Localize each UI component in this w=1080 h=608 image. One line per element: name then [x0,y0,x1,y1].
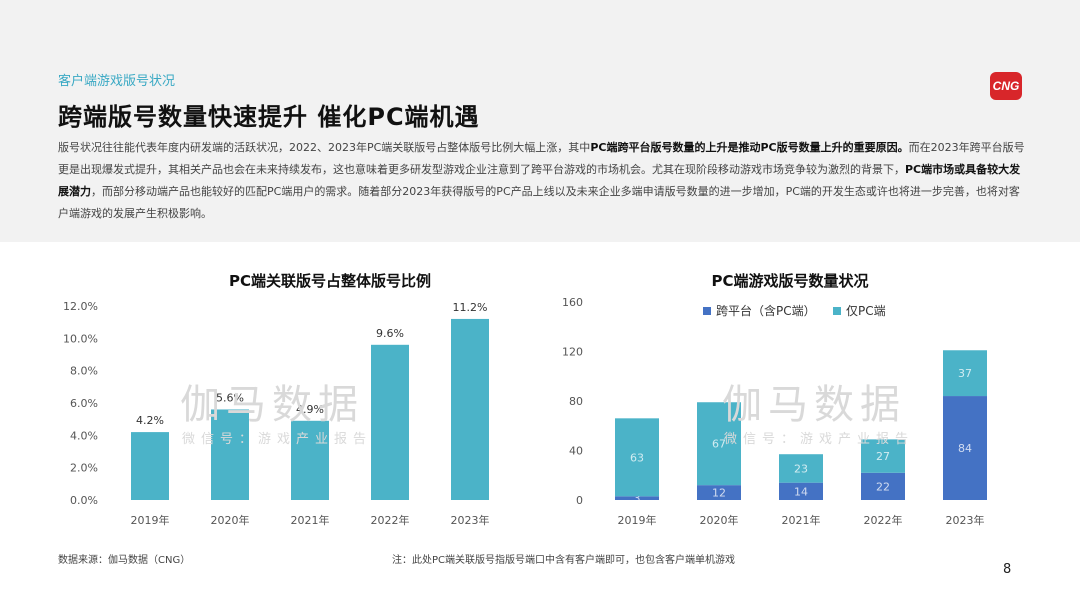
segment-label: 27 [876,450,890,463]
segment-label: 84 [958,442,972,455]
y-tick-label: 0 [576,494,583,507]
data-label: 4.9% [296,403,324,416]
cross-platform-segment [697,485,741,500]
cng-logo: CNG [990,72,1022,100]
x-tick-label: 2021年 [291,513,330,527]
cross-platform-segment [943,396,987,500]
data-label: 4.2% [136,414,164,427]
ratio-bar [371,344,409,500]
paragraph-text: 而在2023年跨平台版号更是出现爆发式提升，其相关产品也会在未来持续发布，这也意… [58,141,1025,176]
paragraph-text: 版号状况往往能代表年度内研发端的活跃状况，2022、2023年PC端关联版号占整… [58,141,591,154]
segment-label: 14 [794,485,808,498]
x-tick-label: 2019年 [618,513,657,527]
y-tick-label: 4.0% [70,429,98,442]
footnote: 注：此处PC端关联版号指版号端口中含有客户端即可，也包含客户端单机游戏 [392,555,736,566]
segment-label: 12 [712,487,726,500]
segment-label: 22 [876,480,890,493]
data-label: 9.6% [376,327,404,340]
segment-label: 67 [712,438,726,451]
ratio-bar [291,420,329,500]
legend-label: 跨平台（含PC端） [716,304,816,318]
x-tick-label: 2022年 [864,513,903,527]
y-tick-label: 10.0% [63,332,98,345]
legend-swatch-blue [703,306,711,315]
y-tick-label: 160 [562,296,583,309]
data-label: 5.6% [216,391,244,404]
y-tick-label: 40 [569,445,583,458]
pc-only-segment [943,350,987,397]
legend-swatch-teal [833,306,841,315]
y-tick-label: 12.0% [63,300,98,313]
cross-platform-segment [779,482,823,500]
page-title: 跨端版号数量快速提升 催化PC端机遇 [58,103,480,131]
paragraph-emphasis: PC端市场或具备较大发展潜力 [58,163,1021,198]
segment-label: 23 [794,462,808,475]
y-tick-label: 2.0% [70,462,98,475]
section-subtitle: 客户端游戏版号状况 [58,74,176,89]
x-tick-label: 2022年 [371,513,410,527]
paragraph-emphasis: PC端跨平台版号数量的上升是推动PC版号数量上升的重要原因。 [590,141,909,154]
segment-label: 37 [958,367,972,380]
header-panel [0,0,1080,242]
ratio-bar [211,409,249,500]
cross-platform-segment [861,472,905,500]
legend-item-cross-platform: 跨平台（含PC端） [703,302,816,319]
y-tick-label: 120 [562,346,583,359]
pc-only-segment [779,454,823,483]
chart-title-ratio: PC端关联版号占整体版号比例 [228,272,431,290]
data-label: 11.2% [453,301,488,314]
x-tick-label: 2021年 [782,513,821,527]
y-tick-label: 6.0% [70,397,98,410]
pc-only-segment [697,402,741,486]
chart-title-count: PC端游戏版号数量状况 [711,272,869,290]
y-tick-label: 0.0% [70,494,98,507]
legend-item-pc-only: 仅PC端 [833,302,886,319]
page-number: 8 [1003,562,1012,577]
segment-label: 63 [630,451,644,464]
summary-paragraph: 版号状况往往能代表年度内研发端的活跃状况，2022、2023年PC端关联版号占整… [58,137,1030,225]
pc-only-segment [615,418,659,497]
x-tick-label: 2023年 [451,513,490,527]
ratio-bar [451,318,489,500]
source-note: 数据来源：伽马数据（CNG） [58,555,191,566]
y-tick-label: 80 [569,395,583,408]
segment-label: 3 [634,492,641,505]
ratio-bar [131,432,169,500]
x-tick-label: 2020年 [211,513,250,527]
cross-platform-segment [615,496,659,500]
paragraph-text: ，而部分移动端产品也能较好的匹配PC端用户的需求。随着部分2023年获得版号的P… [58,185,1020,220]
x-tick-label: 2019年 [131,513,170,527]
pc-only-segment [861,439,905,473]
x-tick-label: 2023年 [946,513,985,527]
y-tick-label: 8.0% [70,365,98,378]
legend-label: 仅PC端 [846,304,886,318]
x-tick-label: 2020年 [700,513,739,527]
